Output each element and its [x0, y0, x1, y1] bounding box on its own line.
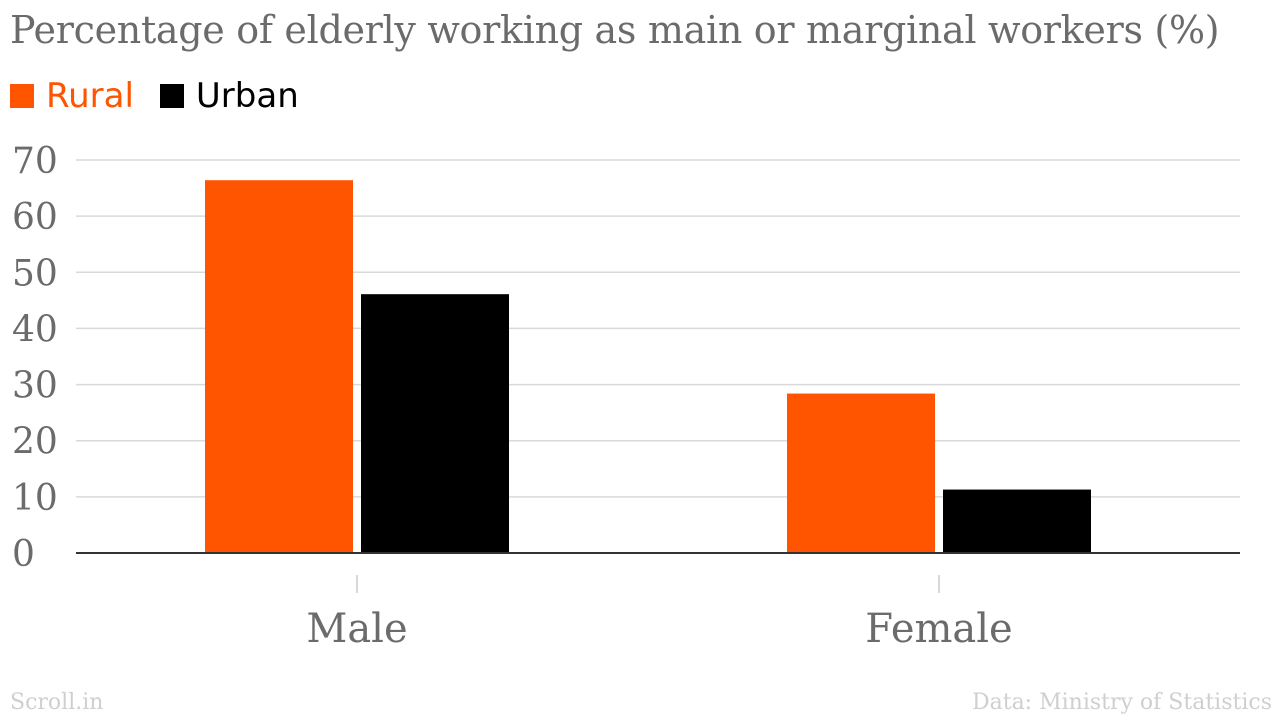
bar-urban-male	[361, 294, 509, 553]
y-tick-label-50: 50	[12, 253, 58, 294]
legend-item-rural: Rural	[10, 76, 134, 116]
footer-source: Data: Ministry of Statistics	[971, 690, 1272, 715]
y-tick-label-30: 30	[12, 366, 58, 407]
footer-brand: Scroll.in	[10, 690, 104, 715]
x-axis-tick-labels: Male Female	[306, 606, 1012, 652]
chart-title: Percentage of elderly working as main or…	[10, 8, 1220, 52]
legend: Rural Urban	[10, 76, 325, 116]
bar-urban-female	[943, 489, 1091, 553]
y-axis-tick-labels: 0 10 20 30 40 50 60 70	[12, 141, 58, 575]
legend-item-urban: Urban	[159, 76, 299, 116]
legend-swatch-urban	[159, 84, 184, 108]
y-tick-label-70: 70	[12, 141, 58, 182]
bars	[205, 180, 1091, 553]
bar-rural-male	[205, 180, 353, 553]
legend-swatch-rural	[10, 84, 34, 108]
x-tick-label-male: Male	[306, 606, 407, 652]
legend-label-urban: Urban	[195, 76, 299, 116]
x-axis-ticks	[356, 575, 940, 593]
y-tick-label-60: 60	[12, 197, 58, 238]
y-tick-label-0: 0	[12, 534, 35, 575]
x-tick-label-female: Female	[865, 606, 1012, 652]
y-tick-label-10: 10	[12, 478, 58, 519]
bar-rural-female	[787, 393, 935, 553]
y-tick-label-20: 20	[12, 422, 58, 463]
legend-label-rural: Rural	[46, 76, 134, 116]
y-tick-label-40: 40	[12, 309, 58, 350]
